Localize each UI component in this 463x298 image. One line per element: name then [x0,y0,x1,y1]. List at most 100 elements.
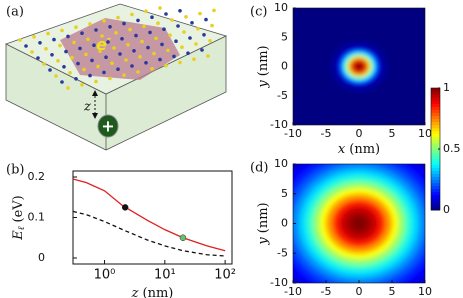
electron-symbol: e [96,35,107,54]
colorbar-step [431,155,440,159]
atom [172,54,176,59]
atom [176,24,180,28]
colorbar-step [431,185,440,190]
colorbar-step [431,191,440,196]
y-tick-label: 10 [274,1,288,14]
heatmap-ring [355,63,363,70]
panel-label: (c) [250,5,267,20]
panel-label: (b) [6,163,24,178]
panel-label: (a) [6,5,24,20]
atom [164,63,168,68]
axis-label: z (nm) [131,286,174,298]
atom [170,18,174,22]
y-tick-label: 0.2 [28,170,46,183]
atom [200,48,204,52]
atom [60,80,64,84]
axis-unit: (nm) [256,202,271,233]
y-tick-label: 10 [274,157,288,170]
x-tick-label: 10¹ [154,268,176,283]
atom [134,33,138,38]
schematic: e- z + [4,3,228,151]
atom [74,77,78,81]
colorbar-step [431,112,440,116]
colorbar-step [431,203,440,208]
colorbar-step [431,176,440,180]
marker [121,204,129,211]
atom [102,19,106,23]
colorbar-step [431,133,440,138]
colorbar-step [431,179,440,184]
atom [186,51,190,55]
atom [202,33,206,37]
axis-symbol: E [11,230,26,241]
atom [114,31,118,35]
atom [70,55,74,60]
atom [36,56,40,60]
x-tick-label: -10 [284,127,302,140]
colorbar-step [431,139,440,144]
atom [140,39,144,44]
atom [108,25,112,29]
atom [86,37,90,41]
atom [142,24,146,29]
atom [164,12,168,16]
axis-label: y (nm) [256,202,271,245]
atom [130,12,134,17]
atom [42,62,46,66]
atom [188,36,192,40]
atom [60,28,64,33]
x-tick-label: 10⁰ [94,268,116,283]
atom [92,43,96,47]
atom [128,27,132,32]
atom [158,6,162,10]
atom [180,45,184,49]
atom [204,17,208,22]
y-tick-label: 0.1 [28,211,46,224]
colorbar-step [431,152,440,156]
atom [150,15,154,19]
colorbar-step [431,124,440,129]
atom [178,9,182,13]
atom [72,40,76,45]
atom [66,86,70,90]
atom [66,34,70,39]
atom [50,53,54,57]
colorbar-step [431,200,440,205]
colorbar-step [431,206,440,211]
atom [24,44,28,48]
y-tick-label: 0 [281,217,288,230]
colorbar-step [431,194,440,199]
lattice-atoms [18,6,216,90]
axis-unit: (nm) [256,45,271,76]
heatmap [293,164,425,283]
axis-unit: (eV) [11,195,26,222]
atom [190,21,194,25]
atom [144,9,148,13]
axis-label: Eℓ (eV) [11,195,27,240]
colorbar-step [431,182,440,187]
atom [148,30,152,35]
axis-symbol: x [338,142,346,157]
x-tick-label: 10 [418,127,432,140]
atom [120,37,124,41]
axis-unit: (nm) [349,142,380,157]
atom [196,27,200,31]
atom [208,39,212,43]
atom [174,39,178,43]
axis-unit: (nm) [143,286,174,298]
atom [212,8,216,13]
atom [138,55,142,59]
atom [160,42,164,47]
atom [110,61,114,65]
atom [44,47,48,51]
atom [30,50,34,54]
colorbar-step [431,127,440,132]
atom [122,21,126,26]
atom [156,21,160,26]
colorbar-step [431,109,440,113]
atom [88,73,92,78]
atom [184,14,188,19]
charge-sign: + [101,117,114,136]
heatmap-rings [329,40,389,93]
